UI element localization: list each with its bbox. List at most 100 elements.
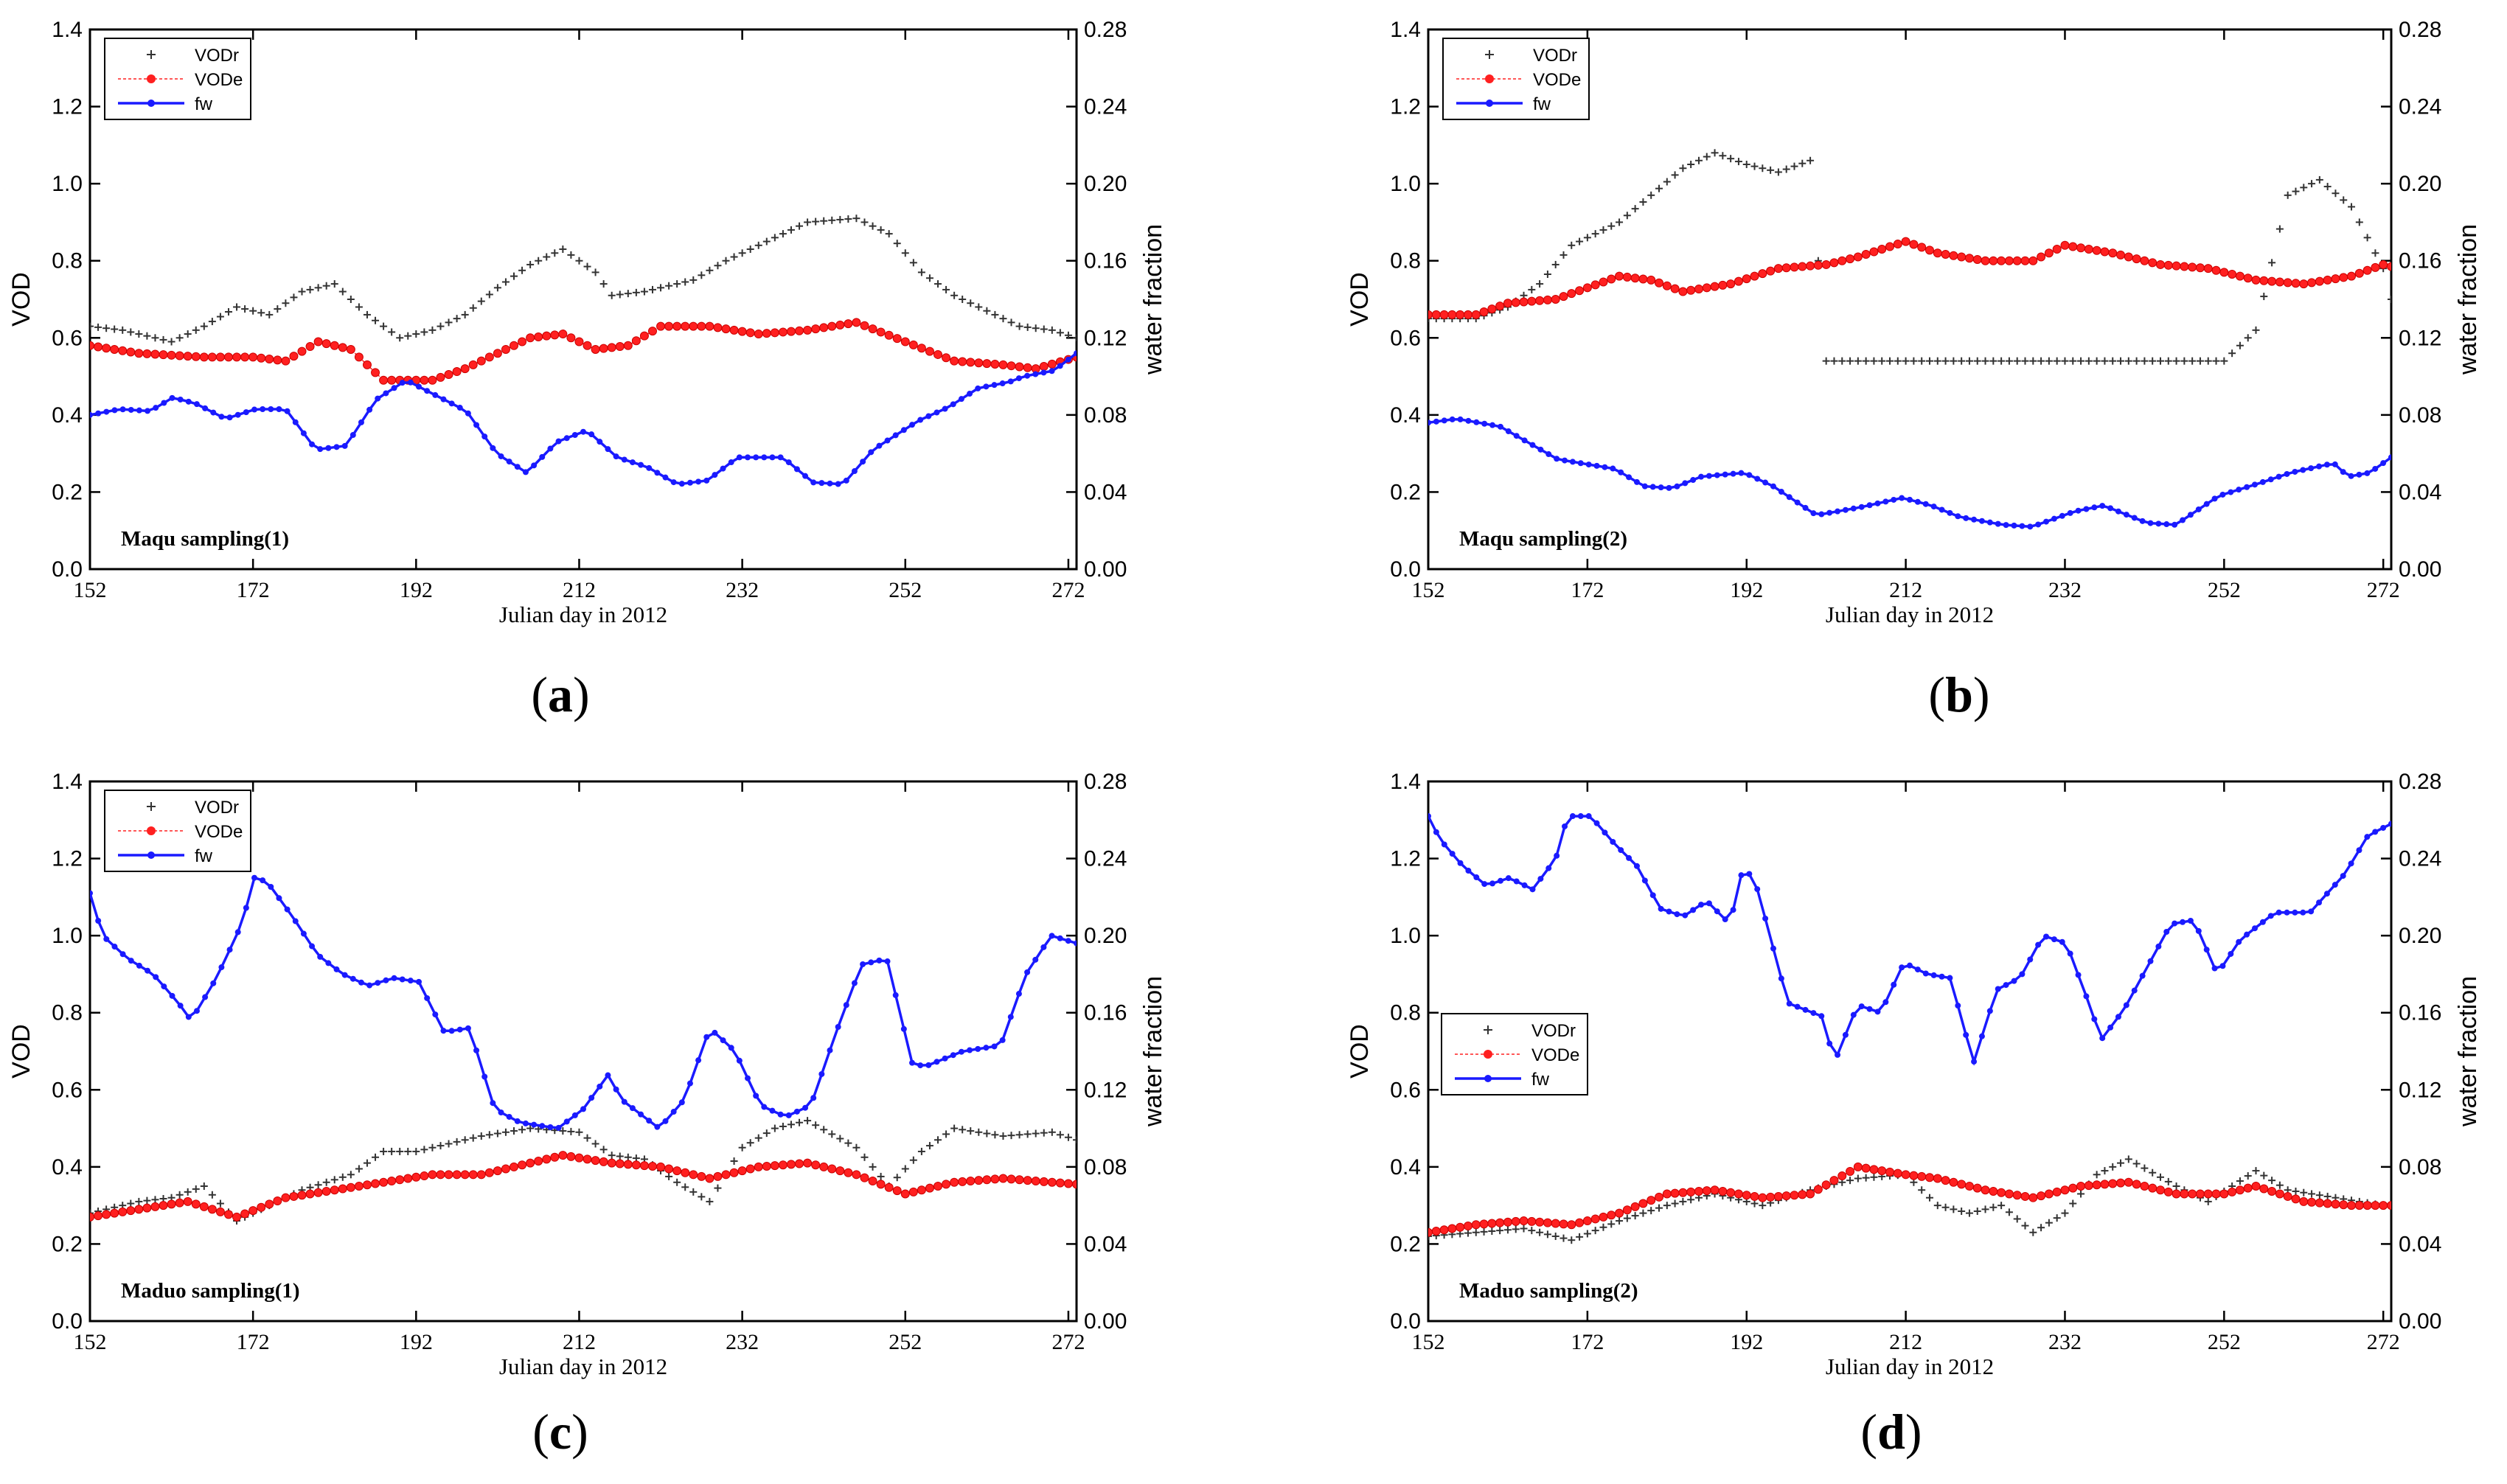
fw-point xyxy=(226,947,233,953)
vode-point xyxy=(958,1177,967,1186)
fw-point xyxy=(2388,454,2391,461)
fw-point xyxy=(2139,972,2146,979)
y2-tick-label: 0.00 xyxy=(2399,1309,2441,1334)
x-tick-labels: 152 172 192 212 232 252 272 xyxy=(74,29,1085,602)
vode-point xyxy=(1428,310,1433,319)
fw-point xyxy=(1914,498,1921,505)
fw-point xyxy=(547,445,554,452)
fw-point xyxy=(226,414,233,421)
fw-point xyxy=(892,432,899,439)
vodr-point xyxy=(812,1121,820,1129)
x-axis-label: Julian day in 2012 xyxy=(499,1354,667,1379)
vode-point xyxy=(2140,256,2149,265)
fw-point xyxy=(399,380,406,386)
vode-point xyxy=(550,330,560,340)
fw-point xyxy=(2027,956,2034,963)
vode-point xyxy=(102,1210,111,1219)
vodr-point xyxy=(2275,1181,2284,1189)
vodr-point xyxy=(2388,296,2391,303)
vode-point xyxy=(811,1160,821,1170)
x-tick-label: 152 xyxy=(74,1330,107,1354)
x-tick-label: 152 xyxy=(1412,578,1445,602)
fw-point xyxy=(2211,965,2218,972)
vodr-point xyxy=(1568,1236,1576,1244)
fw-point xyxy=(2163,929,2170,936)
vode-point xyxy=(215,1207,225,1216)
fw-point xyxy=(876,957,883,964)
vode-point xyxy=(134,1205,144,1214)
fw-point xyxy=(851,980,858,986)
y2-axis-label: water fraction xyxy=(1139,976,1167,1127)
vode-point xyxy=(542,331,552,341)
vodr-point xyxy=(338,1173,347,1181)
fw-point xyxy=(629,1105,636,1112)
vode-point xyxy=(591,1156,600,1166)
vode-point xyxy=(1479,307,1489,316)
vodr-point xyxy=(1015,1131,1023,1139)
vode-point xyxy=(2219,1189,2229,1199)
y2-axis-label: water fraction xyxy=(2454,224,2482,375)
vode-point xyxy=(2243,1183,2253,1193)
vodr-point xyxy=(1734,158,1742,166)
fw-point xyxy=(769,454,776,461)
vodr-point xyxy=(559,245,567,254)
vodr-point xyxy=(1599,1223,1607,1231)
fw-point xyxy=(2236,938,2242,945)
fw-point xyxy=(555,438,562,445)
fw-point xyxy=(539,453,546,460)
vodr-point xyxy=(477,297,485,305)
vode-point xyxy=(313,337,323,346)
y2-tick-label: 0.24 xyxy=(2399,95,2441,119)
vode-point xyxy=(411,1172,421,1182)
vode-point xyxy=(1972,254,1982,264)
vode-point xyxy=(362,360,372,369)
vode-point xyxy=(2291,279,2301,288)
vode-point xyxy=(2020,256,2030,265)
vodr-point xyxy=(1711,149,1719,157)
vode-point xyxy=(2132,1180,2141,1189)
vodr-point xyxy=(1807,156,1815,164)
fw-point xyxy=(1874,500,1881,506)
fw-point xyxy=(909,422,915,428)
fw-point xyxy=(309,943,316,950)
fw-point xyxy=(1802,1006,1809,1013)
fw-point xyxy=(1633,478,1640,485)
vodr-point xyxy=(2069,357,2077,365)
y2-tick-label: 0.00 xyxy=(2399,557,2441,582)
vodr-point xyxy=(1902,357,1910,365)
vodr-point xyxy=(412,1147,420,1155)
vodr-point xyxy=(1032,1129,1040,1138)
fw-point xyxy=(1939,973,1945,980)
vode-point xyxy=(484,1168,494,1177)
vode-point xyxy=(2362,1201,2372,1210)
vode-point xyxy=(2331,1199,2340,1209)
fw-point xyxy=(851,468,858,475)
x-tick-label: 212 xyxy=(563,578,596,602)
fw-point xyxy=(424,994,431,1001)
fw-point xyxy=(514,464,521,470)
fw-point xyxy=(202,994,209,1000)
vode-point xyxy=(966,1177,976,1186)
fw-point xyxy=(2259,919,2266,925)
vodr-point xyxy=(1750,1199,1759,1208)
vodr-point xyxy=(1520,1225,1528,1233)
vodr-point xyxy=(1568,241,1576,249)
fw-point xyxy=(416,383,422,390)
legend-item-VODe: VODe xyxy=(1455,1045,1579,1065)
panel-d: 152 172 192 212 232 252 2720.00.20.40.60.81.01… xyxy=(1346,770,2482,1379)
fw-point xyxy=(621,1098,627,1105)
vode-point xyxy=(2148,1183,2157,1193)
vodr-point xyxy=(1040,325,1048,333)
vode-point xyxy=(876,1180,886,1189)
fw-point xyxy=(2035,521,2042,528)
fw-point xyxy=(1714,908,1720,915)
vodr-point xyxy=(2228,349,2236,358)
vode-point xyxy=(2228,270,2237,279)
vode-point xyxy=(321,339,331,349)
vode-point xyxy=(2323,275,2332,285)
vodr-point xyxy=(2260,293,2268,301)
fw-point xyxy=(876,442,883,449)
vode-point xyxy=(1575,286,1585,296)
vodr-point xyxy=(1965,357,1973,365)
vodr-point xyxy=(192,1185,200,1193)
